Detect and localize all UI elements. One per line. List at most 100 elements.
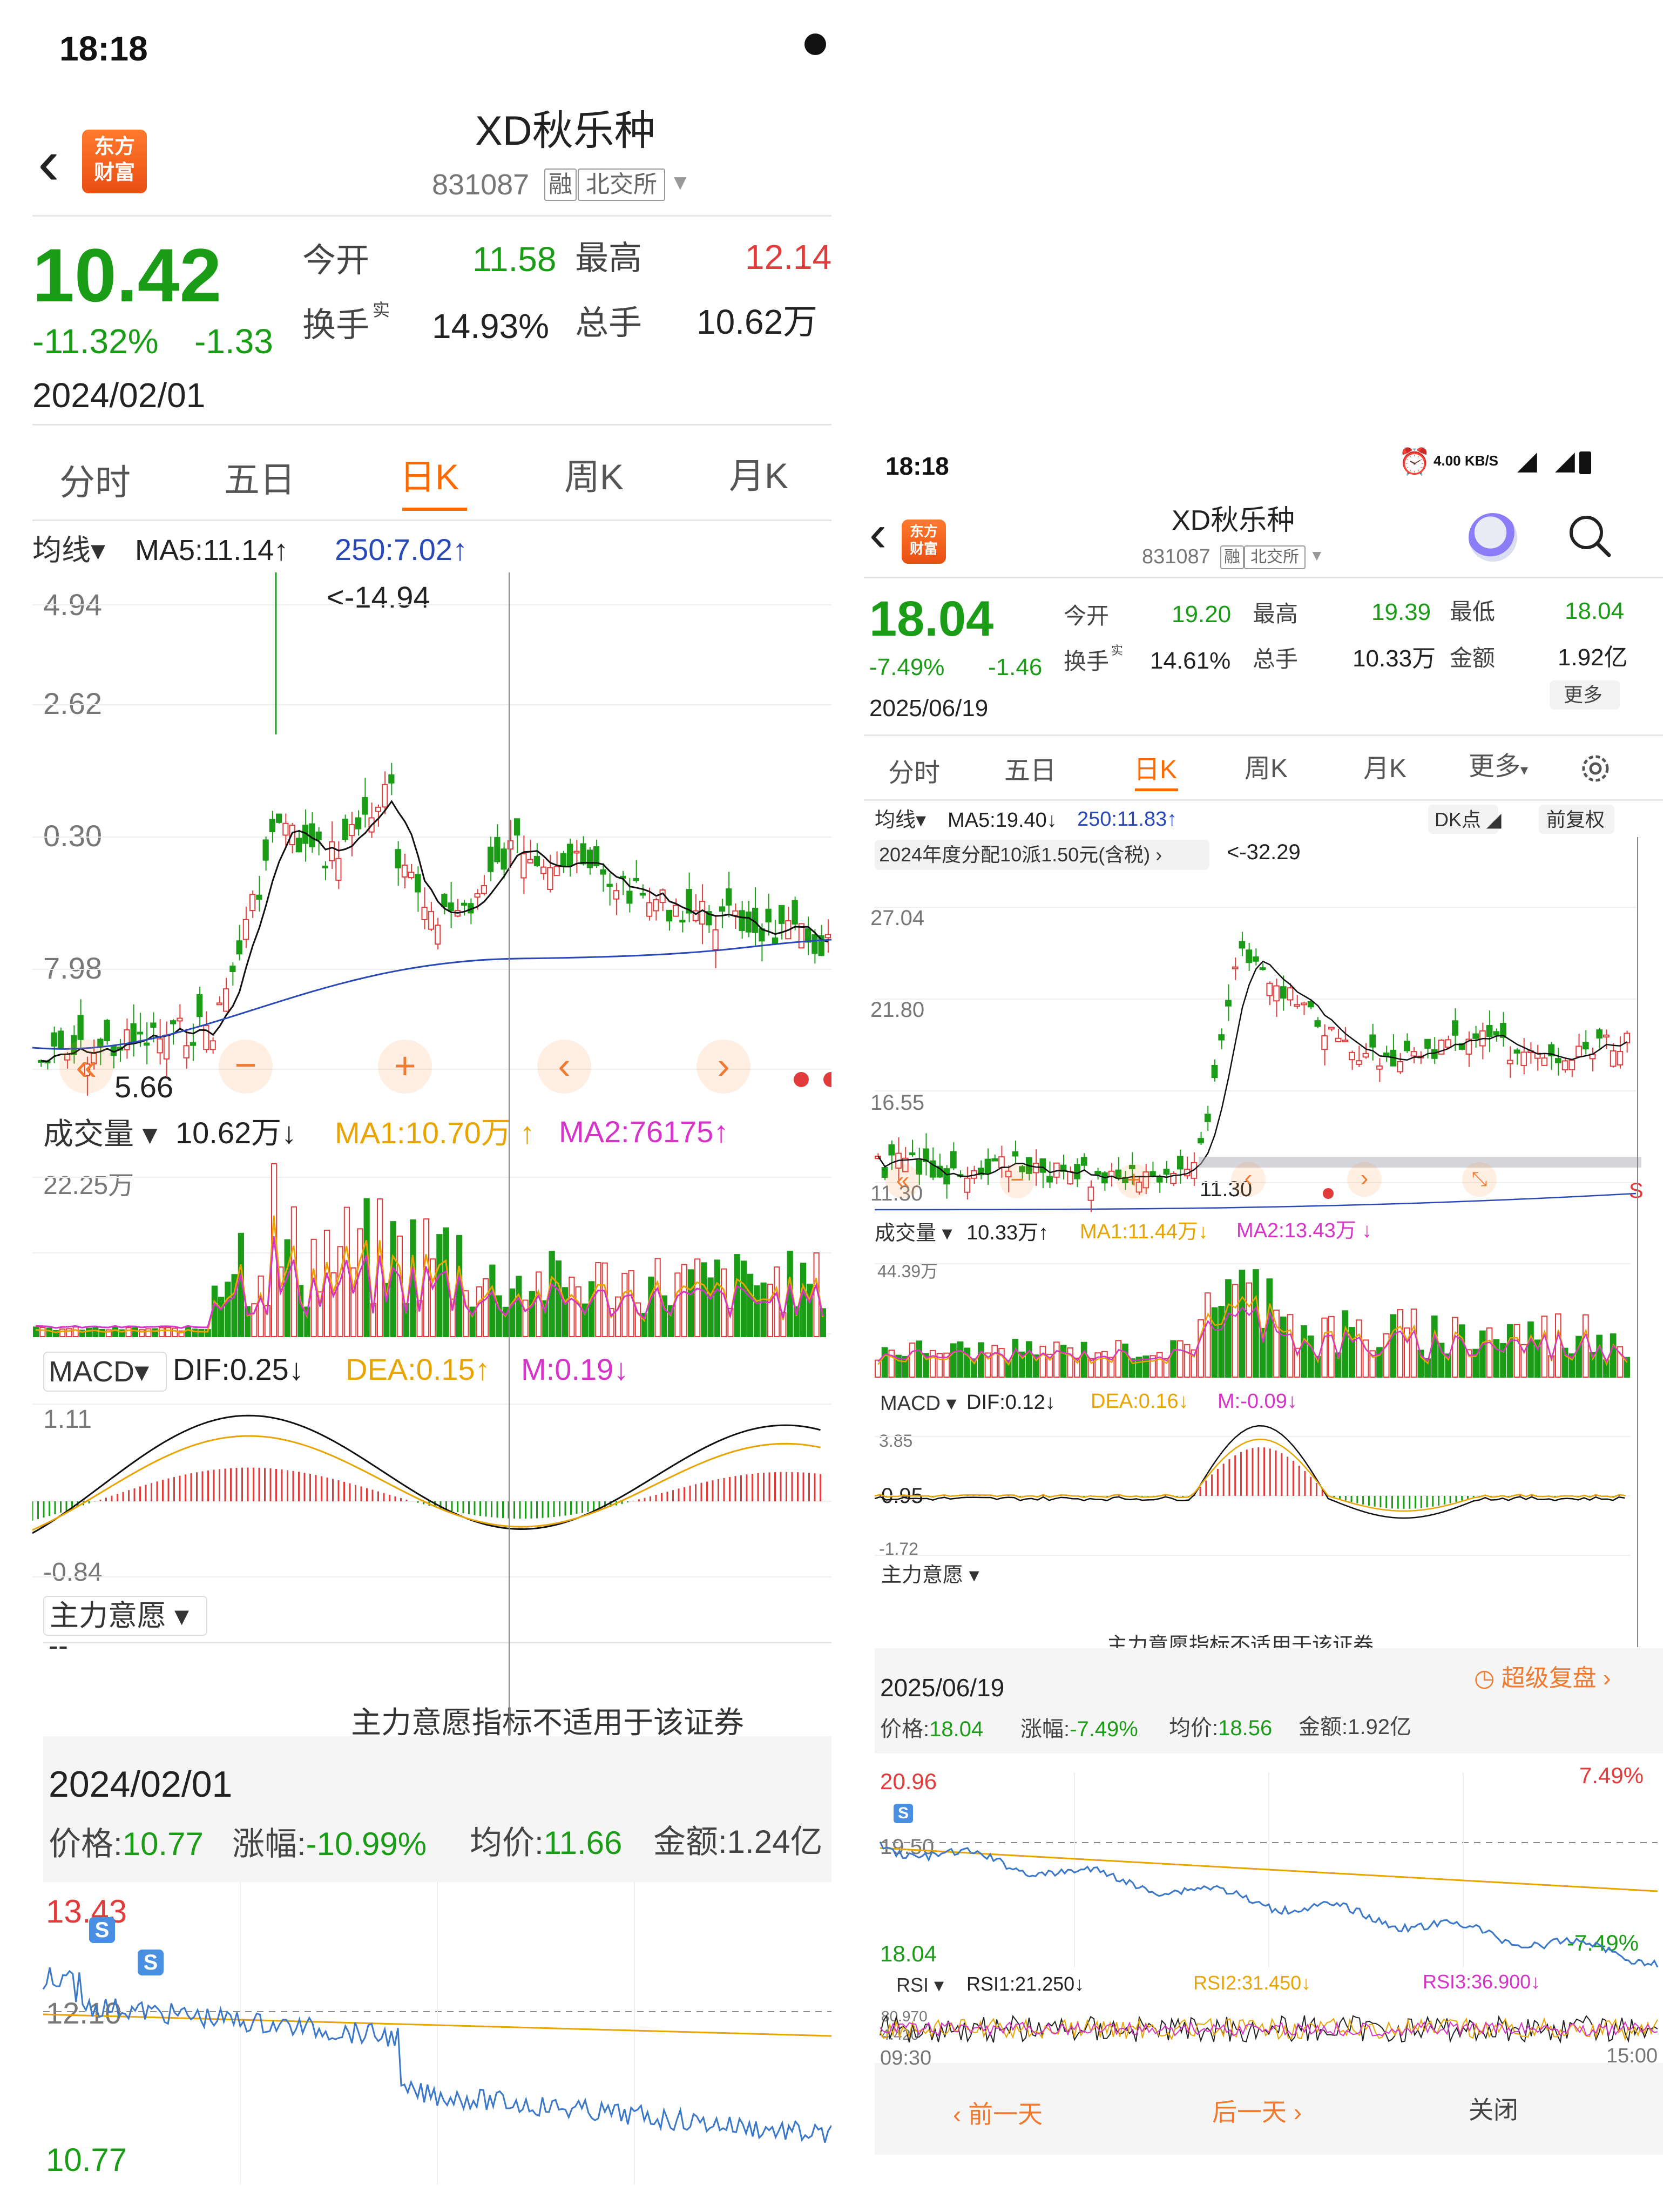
turnover-label: 换手 (1064, 649, 1110, 674)
ma250-line (32, 939, 831, 1050)
super-replay-link[interactable]: ◷ 超级复盘 › (1474, 1665, 1611, 1691)
volume-bar (192, 1328, 198, 1337)
candle (1342, 1040, 1349, 1043)
zhuli-selector[interactable]: 主力意愿 ▾ (43, 1596, 207, 1636)
stock-code: 831087 (432, 168, 530, 201)
candle (1232, 966, 1239, 969)
volume-selector[interactable]: 成交量 ▾ (875, 1222, 952, 1245)
fullscreen-button[interactable]: ⤡ (1462, 1162, 1497, 1197)
volume-selector[interactable]: 成交量 ▾ (43, 1117, 158, 1151)
volume-bar (178, 1330, 185, 1338)
rsi3-label: RSI3:36.900↓ (1423, 1971, 1541, 1993)
volume-bar (943, 1352, 950, 1378)
candle (1163, 1169, 1170, 1175)
candle (1094, 1171, 1101, 1175)
adjust-price-button[interactable]: 前复权 (1539, 805, 1614, 834)
zoom-in-button[interactable]: + (1117, 1164, 1151, 1198)
quote-date: 2024/02/01 (32, 376, 206, 415)
back-arrow-icon[interactable]: ‹ (869, 504, 887, 562)
candle (1555, 1058, 1561, 1063)
ma-selector[interactable]: 均线▾ (875, 809, 927, 832)
move-left-button[interactable]: ‹ (537, 1040, 591, 1094)
ma-selector[interactable]: 均线▾ (32, 534, 106, 567)
volume-bar (251, 1303, 258, 1337)
tab-rik[interactable]: 日K (1134, 756, 1178, 784)
divider (32, 424, 831, 426)
back-arrow-icon[interactable]: ‹ (38, 126, 59, 198)
volume-now: 10.33万↑ (966, 1222, 1049, 1244)
intraday-avg: 均价:11.66 (470, 1825, 623, 1861)
macd-selector[interactable]: MACD ▾ (880, 1392, 957, 1415)
move-right-button[interactable]: › (1347, 1162, 1382, 1197)
candle (1328, 1027, 1335, 1030)
macd-selector[interactable]: MACD▾ (43, 1352, 167, 1392)
zoom-out-button[interactable]: − (219, 1040, 273, 1094)
tab-fenshi[interactable]: 分时 (59, 462, 131, 502)
volume-bar (957, 1341, 964, 1378)
volume-bar (1046, 1353, 1053, 1378)
candle (805, 928, 812, 943)
search-icon[interactable] (1566, 512, 1614, 561)
tab-fenshi[interactable]: 分时 (888, 759, 941, 787)
volume-bar (476, 1286, 482, 1338)
volume-bar (1273, 1309, 1280, 1378)
volume-bar (1087, 1358, 1094, 1378)
tab-rik[interactable]: 日K (400, 457, 459, 497)
zoom-out-button[interactable]: − (1000, 1164, 1034, 1198)
scroll-bar[interactable] (1199, 1157, 1641, 1168)
right-kline-chart[interactable] (874, 837, 1658, 1215)
ma5-label: MA5:11.14↑ (135, 534, 289, 567)
left-kline-chart[interactable] (32, 572, 831, 1096)
tab-yuek[interactable]: 月K (729, 456, 789, 496)
dividend-banner[interactable]: 2024年度分配10派1.50元(含税) › (875, 840, 1209, 870)
candle (1458, 1043, 1465, 1050)
robot-assistant-icon[interactable] (1469, 513, 1517, 562)
settings-gear-icon[interactable] (1577, 750, 1614, 787)
volume-bar (1582, 1314, 1589, 1378)
close-button[interactable]: 关闭 (1469, 2096, 1518, 2124)
volume-bar (767, 1284, 773, 1337)
volume-bar (1184, 1344, 1191, 1378)
volume-bar (145, 1328, 152, 1337)
volume-bar (1321, 1317, 1328, 1378)
candle (692, 910, 699, 921)
volume-bar (72, 1326, 79, 1338)
peak-label: <-32.29 (1227, 840, 1301, 864)
volume-bar (1575, 1336, 1582, 1378)
volume-bar (1135, 1357, 1142, 1378)
next-day-button[interactable]: 后一天 › (1212, 2098, 1302, 2126)
tab-zhouk[interactable]: 周K (1245, 754, 1288, 783)
zhuli-selector[interactable]: 主力意愿 ▾ (881, 1564, 979, 1587)
volume-bar (317, 1291, 323, 1337)
candle (295, 838, 302, 853)
jump-start-button[interactable]: « (59, 1040, 113, 1094)
tab-zhouk[interactable]: 周K (564, 457, 624, 497)
rsi-selector[interactable]: RSI ▾ (896, 1974, 944, 1996)
candle (71, 1035, 77, 1055)
exchange-dropdown-icon[interactable]: ▼ (670, 171, 691, 194)
candle (1156, 1176, 1163, 1183)
divider (32, 520, 831, 521)
move-left-button[interactable]: ‹ (1231, 1162, 1266, 1197)
exchange-dropdown-icon[interactable]: ▼ (1309, 547, 1324, 564)
volume-bar (964, 1347, 971, 1378)
volume-bar (92, 1327, 99, 1338)
volume-bar (615, 1296, 621, 1337)
volume-bar (1500, 1343, 1506, 1378)
candle (1362, 1053, 1369, 1058)
volume-bar (648, 1276, 654, 1337)
zoom-in-button[interactable]: + (378, 1040, 432, 1094)
dk-point-button[interactable]: DK点 ◢ (1428, 805, 1502, 834)
more-stats-button[interactable]: 更多 (1550, 680, 1620, 710)
jump-start-button[interactable]: « (885, 1164, 920, 1198)
tab-yuek[interactable]: 月K (1363, 754, 1407, 783)
tab-wuri[interactable]: 五日 (1004, 757, 1057, 785)
candle (1280, 986, 1287, 999)
tab-more[interactable]: 更多▾ (1469, 752, 1529, 781)
crosshair-line (1637, 837, 1638, 1647)
candle (249, 894, 256, 911)
tab-wuri[interactable]: 五日 (224, 460, 295, 500)
move-right-button[interactable]: › (697, 1040, 750, 1094)
prev-day-button[interactable]: ‹ 前一天 (953, 2100, 1043, 2128)
volume-label: 总手 (1253, 646, 1299, 672)
